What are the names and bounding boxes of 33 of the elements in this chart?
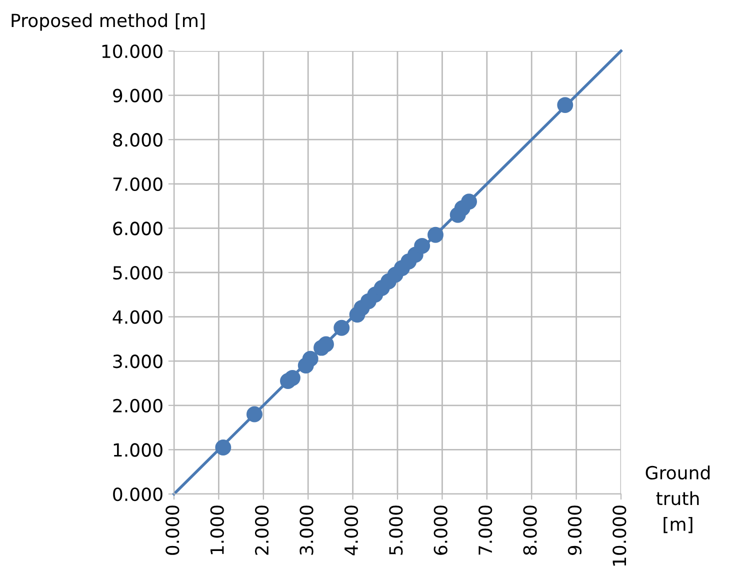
- y-tick-label: 5.000: [113, 266, 162, 280]
- point: [246, 406, 262, 422]
- point: [302, 350, 318, 367]
- y-tick-label: 0.000: [113, 487, 162, 502]
- point: [461, 194, 477, 210]
- x-tick-label: 1.000: [210, 506, 224, 554]
- y-axis-title: Proposed method [m]: [12, 13, 204, 31]
- point: [334, 320, 350, 336]
- y-tick-label: 3.000: [113, 354, 162, 368]
- x-tick-label: 4.000: [344, 506, 358, 556]
- y-tick-label: 2.000: [113, 398, 162, 413]
- x-tick-label: 8.000: [523, 506, 537, 555]
- x-tick-label: 9.000: [568, 506, 582, 555]
- y-tick-label: 1.000: [114, 443, 162, 457]
- y-tick-label: 9.000: [113, 88, 162, 102]
- x-tick-label: 2.000: [254, 506, 269, 555]
- point: [215, 440, 232, 456]
- x-tick-label: 6.000: [434, 506, 448, 555]
- y-tick-label: 7.000: [113, 177, 162, 192]
- point: [414, 238, 430, 254]
- y-tick-label: 4.000: [112, 310, 162, 324]
- x-tick-label: 3.000: [300, 506, 314, 555]
- y-tick-label: 8.000: [113, 133, 162, 147]
- point: [284, 370, 300, 386]
- x-tick-label: 7.000: [478, 506, 492, 555]
- x-tick-label: 10.000: [612, 506, 626, 566]
- point: [318, 336, 334, 352]
- point: [557, 97, 574, 114]
- x-axis-title: Ground truth [m]: [646, 466, 710, 534]
- y-tick-label: 6.000: [113, 222, 162, 236]
- x-tick-label: 5.000: [389, 506, 403, 555]
- point: [428, 226, 444, 243]
- y-tick-label: 10.000: [102, 44, 162, 58]
